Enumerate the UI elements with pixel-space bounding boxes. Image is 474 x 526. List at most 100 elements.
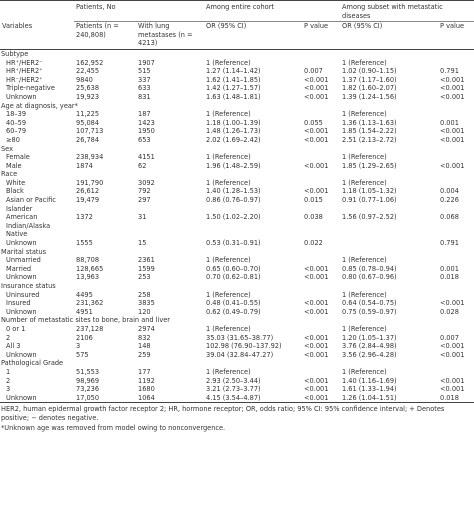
cell: 259 bbox=[138, 350, 151, 359]
column-header: With lung metastases (n = 4213) bbox=[136, 21, 204, 50]
group-header: Patients, No bbox=[74, 0, 204, 23]
cell: 1.82 (1.60–2.07) bbox=[342, 84, 397, 93]
section-title: Pathological Grade bbox=[1, 359, 64, 368]
data-row: Uninsured 4495 258 1 (Reference) 1 (Referenc… bbox=[0, 291, 474, 300]
cell: <0.001 bbox=[304, 75, 329, 84]
cell: 1950 bbox=[138, 127, 155, 136]
row-label: 40–59 bbox=[6, 118, 27, 127]
row-label: 60–79 bbox=[6, 127, 27, 136]
cell: <0.001 bbox=[440, 127, 465, 136]
cell: 31 bbox=[138, 213, 147, 222]
cell: 95,084 bbox=[76, 118, 100, 127]
footnote: *Unknown age was removed from model owin… bbox=[1, 423, 226, 432]
row-label: Unknown bbox=[6, 393, 37, 402]
cell: 831 bbox=[138, 92, 151, 101]
cell bbox=[302, 59, 340, 68]
cell: 253 bbox=[138, 273, 151, 282]
row-label: All 3 bbox=[6, 342, 21, 351]
footnote: HER2, human epidermal growth factor rece… bbox=[1, 405, 445, 422]
cell: <0.001 bbox=[440, 135, 465, 144]
section-title: Subtype bbox=[1, 49, 29, 58]
section-row: Insurance status bbox=[0, 282, 474, 291]
cell bbox=[438, 368, 474, 377]
data-row: Unknown 575 259 39.04 (32.84–47.27) <0.001 3.… bbox=[0, 351, 474, 360]
data-row: HR⁺/HER2⁻ 162,952 1907 1 (Reference) 1 (Refe… bbox=[0, 59, 474, 68]
row-label: 2 bbox=[6, 333, 11, 342]
cell: 0.85 (0.78–0.94) bbox=[342, 264, 397, 273]
cell: 832 bbox=[138, 333, 151, 342]
cell: 1 (Reference) bbox=[342, 58, 387, 67]
cell: 0.226 bbox=[440, 196, 459, 205]
data-row: 0 or 1 237,128 2974 1 (Reference) 1 (Referen… bbox=[0, 325, 474, 334]
cell: 17,050 bbox=[76, 393, 100, 402]
row-label: ≥80 bbox=[6, 135, 20, 144]
data-row: Unknown 4951 120 0.62 (0.49–0.79) <0.001 0.75… bbox=[0, 308, 474, 317]
cell: 2361 bbox=[138, 256, 155, 265]
cell: 0.028 bbox=[440, 307, 459, 316]
cell: 237,128 bbox=[76, 324, 104, 333]
cell: <0.001 bbox=[304, 161, 329, 170]
cell: <0.001 bbox=[304, 333, 329, 342]
cell: 1680 bbox=[138, 385, 155, 394]
column-header: OR (95% CI) bbox=[340, 21, 439, 50]
cell: <0.001 bbox=[440, 342, 465, 351]
cell: 187 bbox=[138, 110, 151, 119]
data-row: Unknown 13,963 253 0.70 (0.62–0.81) <0.001 0.… bbox=[0, 273, 474, 282]
cell: 1.96 (1.48–2.59) bbox=[206, 161, 261, 170]
cell bbox=[302, 368, 340, 377]
cell: 1 (Reference) bbox=[206, 324, 251, 333]
data-row: Married 128,665 1599 0.65 (0.60–0.70) <0.001… bbox=[0, 265, 474, 274]
cell: 297 bbox=[138, 196, 151, 205]
cell: 88,708 bbox=[76, 256, 100, 265]
cell: 0.022 bbox=[304, 239, 323, 248]
cell: 120 bbox=[138, 307, 151, 316]
section-row: Race bbox=[0, 170, 474, 179]
data-row: HR⁺/HER2⁺ 22,455 515 1.27 (1.14–1.42) 0.007 1… bbox=[0, 67, 474, 76]
data-row: 3 73,236 1680 3.21 (2.73–3.77) <0.001 1.61 (1… bbox=[0, 385, 474, 394]
cell: 0.791 bbox=[440, 239, 459, 248]
cell: 4495 bbox=[76, 290, 93, 299]
cell: 1.40 (1.16–1.69) bbox=[342, 376, 397, 385]
cell: 1372 bbox=[76, 213, 93, 222]
cell: 231,362 bbox=[76, 299, 104, 308]
cell: 1.37 (1.17–1.60) bbox=[342, 75, 397, 84]
row-label: 18–39 bbox=[6, 110, 27, 119]
cell: 1 (Reference) bbox=[342, 178, 387, 187]
cell: <0.001 bbox=[304, 350, 329, 359]
cell bbox=[302, 325, 340, 334]
data-row: 2 98,969 1192 2.93 (2.50–3.44) <0.001 1.40 (1… bbox=[0, 377, 474, 386]
column-header: Patients (n = 240,808) bbox=[74, 21, 136, 50]
row-label: HR⁺/HER2⁻ bbox=[6, 58, 43, 67]
cell: 0.015 bbox=[304, 196, 323, 205]
section-row: Marital status bbox=[0, 248, 474, 257]
cell: 1599 bbox=[138, 264, 155, 273]
cell: 191,790 bbox=[76, 178, 104, 187]
cell: <0.001 bbox=[440, 75, 465, 84]
cell: 2.02 (1.69–2.42) bbox=[206, 135, 261, 144]
cell: 1.61 (1.33–1.94) bbox=[342, 385, 397, 394]
data-row: Black 26,612 792 1.40 (1.28–1.53) <0.001 1.18… bbox=[0, 187, 474, 196]
cell: 25,638 bbox=[76, 84, 100, 93]
cell: 1.36 (1.13–1.63) bbox=[342, 118, 397, 127]
cell: 1 (Reference) bbox=[206, 256, 251, 265]
row-label: Unknown bbox=[6, 350, 37, 359]
cell bbox=[302, 179, 340, 188]
cell: 0.70 (0.62–0.81) bbox=[206, 273, 261, 282]
row-label: Insured bbox=[6, 299, 31, 308]
cell: 0.001 bbox=[440, 118, 459, 127]
row-label: Unmarried bbox=[6, 256, 41, 265]
cell: <0.001 bbox=[304, 92, 329, 101]
cell: 62 bbox=[138, 161, 147, 170]
cell: 0.007 bbox=[440, 333, 459, 342]
column-header: P value bbox=[438, 21, 474, 50]
cell: 11,225 bbox=[76, 110, 100, 119]
section-row: Number of metastatic sites to bone, brai… bbox=[0, 316, 474, 325]
data-row: Unknown 19,923 831 1.63 (1.48–1.81) <0.001 1.… bbox=[0, 93, 474, 102]
cell: 26,784 bbox=[76, 135, 100, 144]
cell: 0.791 bbox=[440, 67, 459, 76]
cell: 177 bbox=[138, 367, 151, 376]
cell: 0.001 bbox=[440, 264, 459, 273]
cell: 0.018 bbox=[440, 393, 459, 402]
cell: 35.03 (31.65–38.77) bbox=[206, 333, 274, 342]
